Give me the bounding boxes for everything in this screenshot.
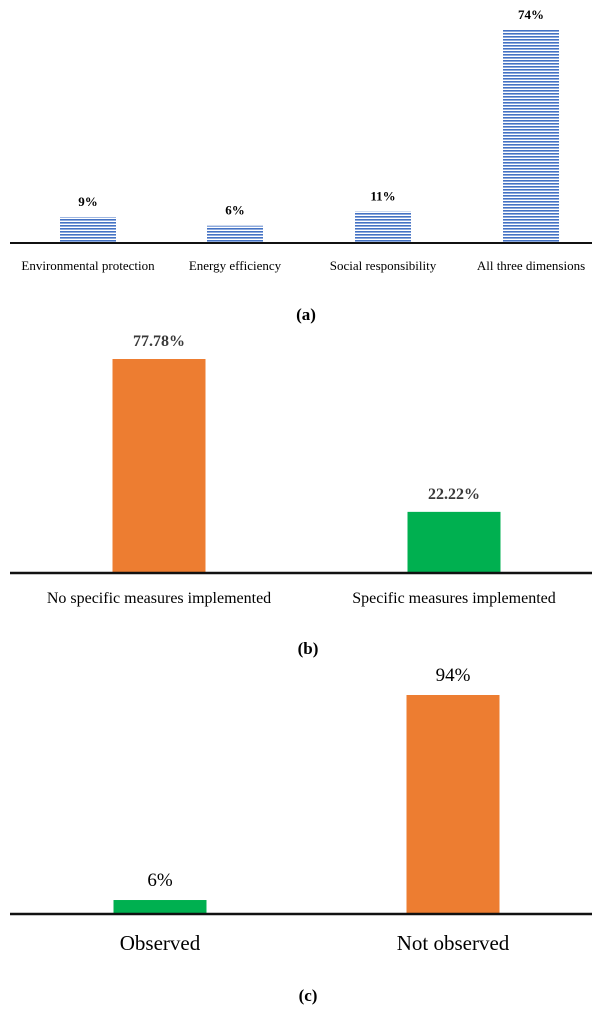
data-label-3: 11%	[370, 188, 395, 203]
category-label-2: Energy efficiency	[189, 258, 282, 273]
caption-a: (a)	[296, 305, 316, 324]
bar-1	[113, 900, 207, 914]
category-label-3: Social responsibility	[330, 258, 437, 273]
bar-2	[406, 695, 500, 914]
category-label-2: Specific measures implemented	[352, 590, 555, 607]
category-label-2: Not observed	[397, 931, 510, 955]
bar-3	[355, 211, 411, 243]
category-label-4: All three dimensions	[477, 258, 585, 273]
caption-b: (b)	[298, 639, 319, 658]
data-label-2: 94%	[436, 665, 471, 686]
data-label-1: 6%	[147, 870, 173, 891]
category-label-1: Environmental protection	[21, 258, 155, 273]
data-label-1: 77.78%	[133, 333, 185, 350]
chart-a: 9% Environmental protection 6% Energy effic…	[10, 7, 592, 273]
caption-c: (c)	[299, 986, 318, 1005]
bar-1	[60, 217, 116, 243]
bar-4	[503, 30, 559, 243]
bar-1	[112, 359, 206, 573]
category-label-1: No specific measures implemented	[47, 590, 271, 607]
chart-c: 6% Observed 94% Not observed	[10, 665, 592, 955]
data-label-4: 74%	[518, 7, 544, 22]
chart-b: 77.78% No specific measures implemented 22…	[10, 333, 592, 607]
bar-2	[207, 225, 263, 243]
data-label-2: 22.22%	[428, 486, 480, 503]
category-label-1: Observed	[120, 931, 201, 955]
data-label-2: 6%	[225, 203, 245, 218]
data-label-1: 9%	[78, 194, 98, 209]
bar-2	[407, 511, 501, 573]
